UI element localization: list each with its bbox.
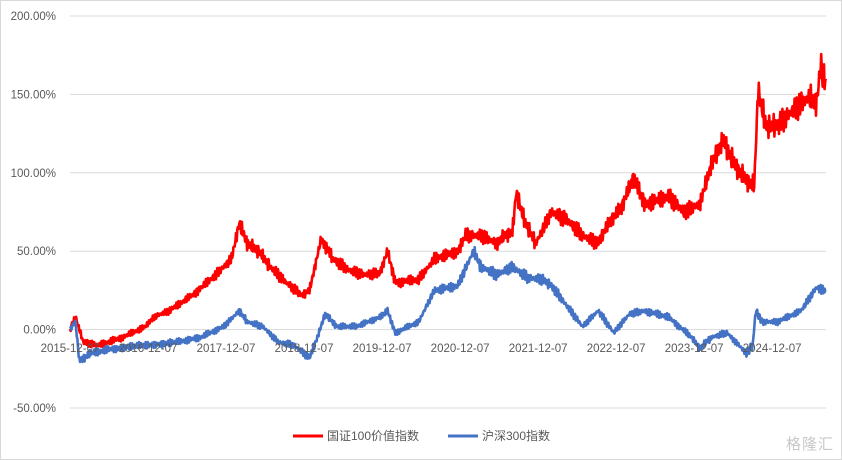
y-tick-label: 50.00% — [17, 246, 56, 258]
watermark-logo: 格隆汇 — [786, 433, 834, 454]
y-tick-label: 0.00% — [23, 325, 56, 337]
x-tick-label: 2020-12-07 — [431, 343, 490, 355]
legend-label: 沪深300指数 — [482, 428, 550, 443]
x-tick-label: 2017-12-07 — [197, 343, 256, 355]
x-tick-label: 2016-12-07 — [119, 343, 178, 355]
x-tick-label: 2024-12-07 — [743, 343, 802, 355]
watermark-text: 格隆汇 — [785, 436, 834, 453]
y-tick-label: 150.00% — [11, 89, 56, 101]
series-line-csi300 — [68, 245, 827, 364]
y-tick-label: 200.00% — [11, 11, 56, 23]
x-tick-label: 2015-12-07 — [41, 343, 100, 355]
x-tick-label: 2018-12-07 — [275, 343, 334, 355]
legend-label: 国证100价值指数 — [327, 428, 419, 443]
series-line-value-index — [68, 52, 828, 349]
y-tick-label: -50.00% — [13, 403, 56, 415]
x-tick-label: 2022-12-07 — [587, 343, 646, 355]
x-tick-label: 2019-12-07 — [353, 343, 412, 355]
x-tick-label: 2023-12-07 — [665, 343, 724, 355]
y-tick-label: 100.00% — [11, 168, 56, 180]
x-tick-label: 2021-12-07 — [509, 343, 568, 355]
